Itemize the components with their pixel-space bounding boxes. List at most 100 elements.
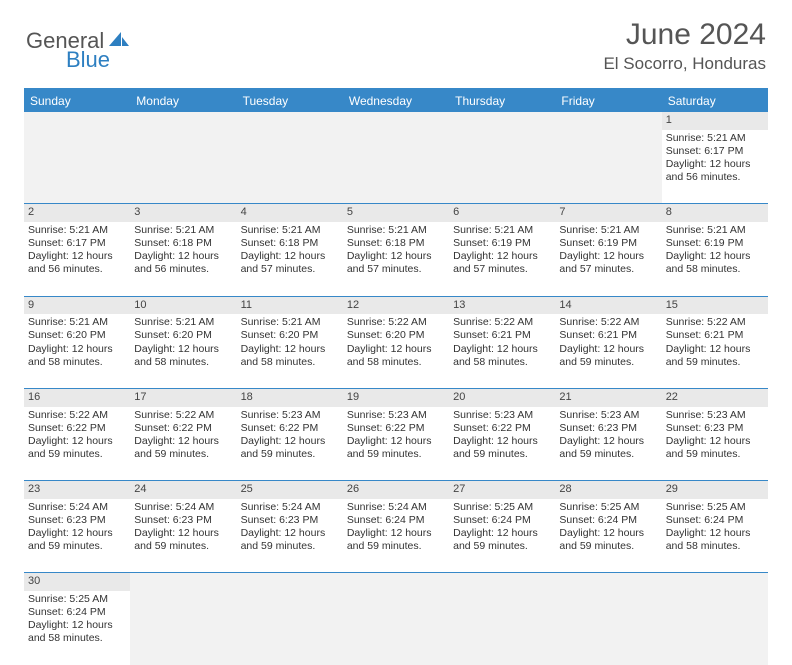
day-cell	[343, 591, 449, 665]
sunset-line: Sunset: 6:17 PM	[666, 145, 764, 158]
day-number-cell: 28	[555, 481, 661, 499]
day-cell: Sunrise: 5:21 AMSunset: 6:19 PMDaylight:…	[449, 222, 555, 296]
day-cell: Sunrise: 5:21 AMSunset: 6:20 PMDaylight:…	[130, 314, 236, 388]
title-block: June 2024 El Socorro, Honduras	[603, 18, 766, 74]
sunset-line: Sunset: 6:23 PM	[28, 514, 126, 527]
daylight-line: Daylight: 12 hours and 57 minutes.	[559, 250, 657, 276]
sunset-line: Sunset: 6:24 PM	[559, 514, 657, 527]
day-content-row: Sunrise: 5:21 AMSunset: 6:17 PMDaylight:…	[24, 222, 768, 296]
day-number-cell: 7	[555, 204, 661, 222]
sunrise-line: Sunrise: 5:21 AM	[241, 224, 339, 237]
daylight-line: Daylight: 12 hours and 59 minutes.	[559, 527, 657, 553]
day-number-cell: 25	[237, 481, 343, 499]
sunrise-line: Sunrise: 5:23 AM	[559, 409, 657, 422]
day-cell: Sunrise: 5:24 AMSunset: 6:24 PMDaylight:…	[343, 499, 449, 573]
day-content-row: Sunrise: 5:24 AMSunset: 6:23 PMDaylight:…	[24, 499, 768, 573]
month-title: June 2024	[603, 18, 766, 52]
sunrise-line: Sunrise: 5:25 AM	[28, 593, 126, 606]
daylight-line: Daylight: 12 hours and 59 minutes.	[241, 527, 339, 553]
day-number-row: 16171819202122	[24, 388, 768, 406]
sunset-line: Sunset: 6:24 PM	[28, 606, 126, 619]
day-cell: Sunrise: 5:22 AMSunset: 6:22 PMDaylight:…	[130, 407, 236, 481]
sunrise-line: Sunrise: 5:21 AM	[28, 316, 126, 329]
day-cell: Sunrise: 5:24 AMSunset: 6:23 PMDaylight:…	[130, 499, 236, 573]
day-number-cell: 13	[449, 296, 555, 314]
daylight-line: Daylight: 12 hours and 59 minutes.	[134, 527, 232, 553]
day-number-cell: 12	[343, 296, 449, 314]
sunrise-line: Sunrise: 5:21 AM	[453, 224, 551, 237]
day-number-cell: 26	[343, 481, 449, 499]
sunrise-line: Sunrise: 5:21 AM	[347, 224, 445, 237]
day-number-cell	[130, 573, 236, 591]
daylight-line: Daylight: 12 hours and 58 minutes.	[666, 527, 764, 553]
day-number-cell: 16	[24, 388, 130, 406]
sunrise-line: Sunrise: 5:22 AM	[559, 316, 657, 329]
day-cell: Sunrise: 5:21 AMSunset: 6:20 PMDaylight:…	[237, 314, 343, 388]
sunset-line: Sunset: 6:24 PM	[347, 514, 445, 527]
sunrise-line: Sunrise: 5:21 AM	[666, 224, 764, 237]
day-cell: Sunrise: 5:21 AMSunset: 6:19 PMDaylight:…	[555, 222, 661, 296]
daylight-line: Daylight: 12 hours and 59 minutes.	[28, 435, 126, 461]
day-cell: Sunrise: 5:21 AMSunset: 6:17 PMDaylight:…	[662, 130, 768, 204]
sunset-line: Sunset: 6:22 PM	[28, 422, 126, 435]
day-number-cell: 4	[237, 204, 343, 222]
daylight-line: Daylight: 12 hours and 56 minutes.	[28, 250, 126, 276]
sunset-line: Sunset: 6:18 PM	[134, 237, 232, 250]
sunrise-line: Sunrise: 5:21 AM	[666, 132, 764, 145]
daylight-line: Daylight: 12 hours and 59 minutes.	[453, 527, 551, 553]
day-number-cell: 15	[662, 296, 768, 314]
daylight-line: Daylight: 12 hours and 59 minutes.	[347, 527, 445, 553]
day-number-cell: 2	[24, 204, 130, 222]
weekday-header: Friday	[555, 89, 661, 112]
sunrise-line: Sunrise: 5:23 AM	[453, 409, 551, 422]
header: General June 2024 El Socorro, Honduras	[0, 0, 792, 82]
day-cell: Sunrise: 5:22 AMSunset: 6:22 PMDaylight:…	[24, 407, 130, 481]
sunset-line: Sunset: 6:17 PM	[28, 237, 126, 250]
sunset-line: Sunset: 6:21 PM	[666, 329, 764, 342]
daylight-line: Daylight: 12 hours and 56 minutes.	[666, 158, 764, 184]
day-cell: Sunrise: 5:23 AMSunset: 6:22 PMDaylight:…	[449, 407, 555, 481]
sunrise-line: Sunrise: 5:22 AM	[28, 409, 126, 422]
day-content-row: Sunrise: 5:21 AM Sunset: 6:20 PM Daylight:…	[24, 314, 768, 388]
sunrise-line: Sunrise: 5:25 AM	[666, 501, 764, 514]
sunset-line: Sunset: 6:22 PM	[453, 422, 551, 435]
daylight-line: Daylight: 12 hours and 58 minutes.	[28, 619, 126, 645]
day-content-row: Sunrise: 5:22 AMSunset: 6:22 PMDaylight:…	[24, 407, 768, 481]
day-cell: Sunrise: 5:21 AMSunset: 6:17 PMDaylight:…	[24, 222, 130, 296]
day-number-cell: 8	[662, 204, 768, 222]
daylight-line: Daylight: 12 hours and 59 minutes.	[559, 435, 657, 461]
daylight-line: Daylight: 12 hours and 58 minutes.	[666, 250, 764, 276]
day-cell: Sunrise: 5:21 AMSunset: 6:18 PMDaylight:…	[237, 222, 343, 296]
day-number-cell	[237, 112, 343, 130]
sunset-line: Sunset: 6:24 PM	[453, 514, 551, 527]
sunrise-line: Sunrise: 5:22 AM	[347, 316, 445, 329]
sunset-line: Sunset: 6:19 PM	[666, 237, 764, 250]
day-cell: Sunrise: 5:21 AMSunset: 6:18 PMDaylight:…	[343, 222, 449, 296]
sunrise-line: Sunrise: 5:21 AM	[134, 224, 232, 237]
sunset-line: Sunset: 6:18 PM	[241, 237, 339, 250]
day-number-cell	[237, 573, 343, 591]
sunset-line: Sunset: 6:19 PM	[559, 237, 657, 250]
daylight-line: Daylight: 12 hours and 58 minutes.	[241, 343, 339, 369]
day-cell: Sunrise: 5:22 AMSunset: 6:20 PMDaylight:…	[343, 314, 449, 388]
day-number-row: 1	[24, 112, 768, 130]
daylight-line: Daylight: 12 hours and 59 minutes.	[453, 435, 551, 461]
day-number-cell: 20	[449, 388, 555, 406]
day-cell: Sunrise: 5:23 AMSunset: 6:23 PMDaylight:…	[555, 407, 661, 481]
sunrise-line: Sunrise: 5:23 AM	[666, 409, 764, 422]
day-cell: Sunrise: 5:24 AMSunset: 6:23 PMDaylight:…	[237, 499, 343, 573]
sunset-line: Sunset: 6:22 PM	[347, 422, 445, 435]
day-cell	[130, 591, 236, 665]
day-number-cell: 23	[24, 481, 130, 499]
daylight-line: Daylight: 12 hours and 57 minutes.	[347, 250, 445, 276]
day-number-cell	[343, 573, 449, 591]
day-cell: Sunrise: 5:25 AMSunset: 6:24 PMDaylight:…	[555, 499, 661, 573]
sunset-line: Sunset: 6:21 PM	[453, 329, 551, 342]
day-number-cell	[343, 112, 449, 130]
day-number-cell	[130, 112, 236, 130]
day-number-cell: 19	[343, 388, 449, 406]
day-content-row: Sunrise: 5:25 AMSunset: 6:24 PMDaylight:…	[24, 591, 768, 665]
sunrise-line: Sunrise: 5:23 AM	[241, 409, 339, 422]
sunset-line: Sunset: 6:20 PM	[134, 329, 232, 342]
sunrise-line: Sunrise: 5:25 AM	[559, 501, 657, 514]
